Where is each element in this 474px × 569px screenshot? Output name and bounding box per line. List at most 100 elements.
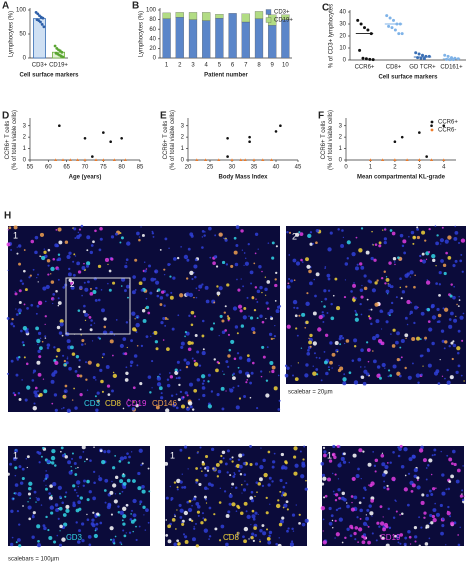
cell-dot: [204, 231, 206, 233]
cell-dot: [414, 540, 417, 543]
cell-dot: [427, 363, 432, 368]
cell-dot: [260, 370, 263, 373]
cell-dot: [279, 478, 283, 483]
cell-dot: [36, 497, 40, 502]
cell-dot: [269, 503, 271, 505]
cell-dot: [451, 449, 456, 454]
cell-dot: [332, 490, 335, 493]
cell-dot: [249, 270, 254, 275]
cell-dot: [280, 466, 284, 470]
cell-dot: [49, 505, 55, 510]
cell-dot: [225, 360, 229, 364]
cell-dot: [439, 359, 441, 361]
cell-dot: [292, 530, 295, 532]
cell-dot: [373, 258, 377, 262]
cell-dot: [126, 346, 128, 349]
cell-dot: [203, 528, 209, 533]
channel-label: CD3: [84, 399, 101, 408]
cell-dot: [351, 476, 356, 481]
cell-dot: [86, 513, 88, 516]
cell-dot: [148, 490, 151, 493]
cell-dot: [15, 313, 19, 316]
cell-dot: [259, 314, 263, 318]
cell-dot: [64, 495, 67, 498]
bar-segment: [228, 13, 237, 59]
cell-dot: [228, 348, 232, 352]
cell-dot: [388, 526, 392, 530]
cell-dot: [175, 406, 179, 410]
cell-dot: [426, 279, 429, 281]
cell-dot: [309, 333, 313, 338]
cell-dot: [96, 391, 100, 395]
cell-dot: [60, 450, 62, 453]
cell-dot: [156, 290, 159, 293]
cell-dot: [229, 474, 232, 477]
cell-dot: [187, 507, 193, 513]
y-axis-label: (% of total viable cells): [12, 110, 18, 170]
cell-dot: [458, 295, 460, 298]
cell-dot: [367, 462, 372, 467]
cell-dot: [77, 231, 80, 234]
x-tick-label: 25: [207, 165, 214, 171]
cell-dot: [195, 478, 199, 482]
cell-dot: [150, 335, 152, 337]
cell-dot: [459, 315, 464, 320]
cell-dot: [425, 308, 428, 310]
cell-dot: [82, 450, 85, 453]
cell-dot: [27, 492, 32, 496]
cell-dot: [368, 316, 372, 320]
cell-dot: [193, 527, 196, 530]
cell-dot: [90, 244, 94, 247]
cell-dot: [327, 277, 331, 281]
cell-dot: [104, 501, 107, 504]
cell-dot: [375, 539, 378, 542]
cell-dot: [203, 234, 206, 237]
cell-dot: [18, 244, 22, 248]
cell-dot: [405, 285, 408, 288]
cell-dot: [31, 379, 35, 382]
cell-dot: [457, 543, 461, 547]
cell-dot: [129, 360, 134, 364]
cell-dot: [431, 253, 436, 259]
cell-dot: [179, 480, 183, 484]
cell-dot: [237, 532, 239, 534]
cell-dot: [89, 287, 92, 290]
cell-dot: [151, 387, 153, 389]
cell-dot: [59, 530, 61, 532]
cell-dot: [387, 283, 389, 285]
cell-dot: [52, 372, 54, 374]
cell-dot: [189, 232, 194, 237]
cell-dot: [461, 498, 465, 502]
cell-dot: [300, 347, 303, 349]
cell-dot: [195, 481, 198, 484]
x-axis-label: Body Mass Index: [218, 175, 268, 181]
cell-dot: [201, 246, 204, 249]
cell-dot: [40, 455, 43, 458]
cell-dot: [139, 500, 143, 504]
cell-dot: [164, 317, 168, 320]
cell-dot: [337, 478, 340, 480]
cell-dot: [438, 294, 441, 297]
data-point: [385, 14, 389, 18]
cell-dot: [93, 533, 98, 539]
cell-dot: [138, 236, 141, 238]
cell-dot: [178, 383, 181, 387]
cell-dot: [53, 540, 57, 544]
cell-dot: [82, 310, 86, 314]
cell-dot: [436, 307, 440, 312]
cell-dot: [432, 258, 436, 263]
cell-dot: [291, 527, 294, 531]
cell-dot: [177, 314, 180, 317]
cell-dot: [448, 324, 453, 329]
cell-dot: [453, 236, 458, 241]
data-point: [83, 136, 87, 140]
cell-dot: [448, 457, 453, 462]
cell-dot: [413, 285, 416, 289]
cell-dot: [437, 382, 441, 385]
cell-dot: [399, 542, 402, 545]
cell-dot: [40, 504, 43, 506]
cell-dot: [66, 339, 71, 344]
cell-dot: [147, 521, 150, 524]
cell-dot: [291, 513, 296, 517]
